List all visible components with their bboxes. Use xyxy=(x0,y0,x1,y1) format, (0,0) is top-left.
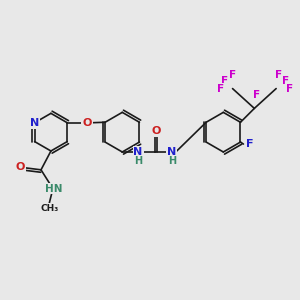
Text: HN: HN xyxy=(45,184,63,194)
Text: F: F xyxy=(221,76,228,85)
Text: F: F xyxy=(229,70,236,80)
Text: O: O xyxy=(16,162,25,172)
Text: F: F xyxy=(217,84,224,94)
Text: N: N xyxy=(134,147,143,157)
Text: F: F xyxy=(246,139,253,149)
Text: F: F xyxy=(286,84,294,94)
Text: F: F xyxy=(253,89,260,100)
Text: H: H xyxy=(168,156,176,166)
Text: O: O xyxy=(151,126,160,136)
Text: N: N xyxy=(30,118,39,128)
Text: H: H xyxy=(134,156,142,166)
Text: O: O xyxy=(82,118,92,128)
Text: N: N xyxy=(167,147,176,157)
Text: F: F xyxy=(274,70,282,80)
Text: CH₃: CH₃ xyxy=(41,204,59,213)
Text: F: F xyxy=(283,76,290,85)
